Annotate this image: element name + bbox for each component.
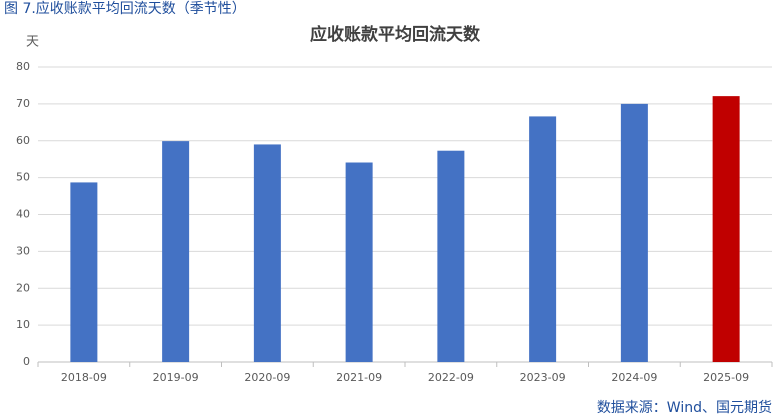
y-tick-label: 40 [16,208,30,221]
y-tick-label: 70 [16,97,30,110]
x-tick-label: 2019-09 [153,371,199,384]
y-tick-label: 10 [16,318,30,331]
bar [620,103,648,362]
y-tick-label: 50 [16,171,30,184]
y-tick-label: 60 [16,134,30,147]
x-tick-label: 2021-09 [336,371,382,384]
source: 数据来源：Wind、国元期货 [597,399,772,416]
y-tick-label: 20 [16,281,30,294]
bar [712,96,740,362]
x-tick-label: 2025-09 [703,371,749,384]
x-tick-label: 2022-09 [428,371,474,384]
x-tick-label: 2023-09 [520,371,566,384]
bar [345,162,373,362]
y-tick-label: 30 [16,244,30,257]
bar [70,182,98,362]
y-axis-label: 天 [26,35,39,50]
x-tick-label: 2024-09 [611,371,657,384]
bar [437,150,465,362]
bar [253,144,281,362]
bar [162,141,190,362]
chart-title: 应收账款平均回流天数 [310,24,481,45]
bar [529,116,557,362]
x-tick-label: 2018-09 [61,371,107,384]
x-tick-label: 2020-09 [244,371,290,384]
caption: 图 7.应收账款平均回流天数（季节性） [4,0,246,17]
y-tick-label: 0 [23,355,30,368]
y-tick-label: 80 [16,60,30,73]
